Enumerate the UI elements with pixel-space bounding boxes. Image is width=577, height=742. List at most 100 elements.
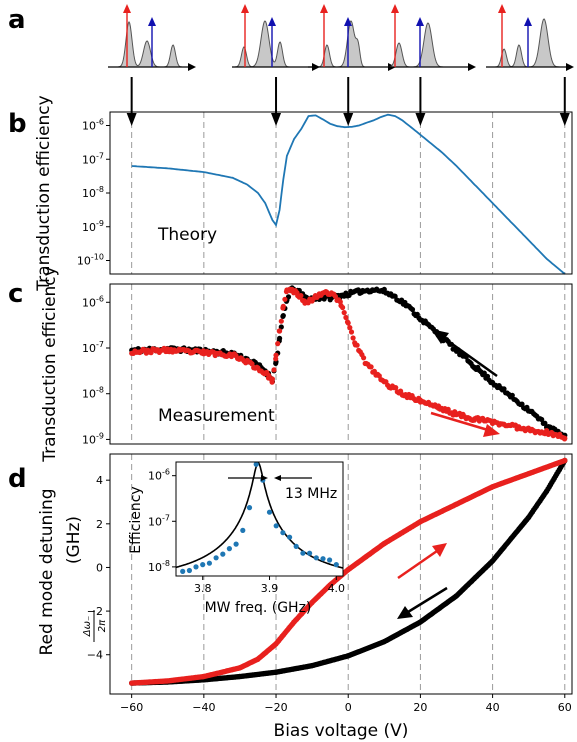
inset-point xyxy=(206,560,212,566)
panel-b-ylabel: Transduction efficiency xyxy=(34,95,54,291)
down-arrowhead xyxy=(559,113,570,126)
inset-point xyxy=(213,555,219,561)
inset-xtick-label: 3.9 xyxy=(261,582,279,595)
data-point xyxy=(350,335,356,341)
inset-point xyxy=(280,530,286,536)
blue-mode-arrowhead xyxy=(344,17,352,26)
ytick-label: 10-8 xyxy=(82,185,104,200)
inset-point xyxy=(320,556,326,562)
data-point xyxy=(277,335,283,341)
inset-ylabel: Efficiency xyxy=(128,486,144,553)
ytick-label: −2 xyxy=(87,605,103,618)
inset-point xyxy=(193,564,199,570)
up-sweep-arrowhead xyxy=(432,543,447,557)
blue-mode-arrowhead xyxy=(416,17,424,26)
data-point xyxy=(271,367,277,373)
xtick-label: −60 xyxy=(120,701,143,714)
sweep-arrowhead-down xyxy=(431,329,449,344)
spectrum-shape xyxy=(387,22,466,68)
data-point xyxy=(332,293,338,300)
panel-letter-b: b xyxy=(8,109,27,139)
red-mode-arrowhead xyxy=(498,4,506,13)
measurement-red-series xyxy=(129,286,568,442)
xtick-label: 40 xyxy=(486,701,500,714)
sweep-arrow-up xyxy=(430,411,489,432)
ytick-label: 10-7 xyxy=(82,151,104,166)
red-mode-arrowhead xyxy=(391,4,399,13)
panel-c-measurement-chart: 10-9 10-8 10-7 10-6 Measurement Transductio… xyxy=(40,266,573,463)
inset-point xyxy=(220,551,226,557)
data-point xyxy=(275,341,281,347)
panel-letter-d: d xyxy=(8,464,27,494)
panel-b-theory-chart: 10-10 10-9 10-8 10-7 10-6 Theory Transductio… xyxy=(34,95,573,292)
spectrum-to-voltage-arrows xyxy=(126,77,570,126)
data-point xyxy=(278,318,284,324)
panel-d-xlabel: Bias voltage (V) xyxy=(274,721,409,741)
panel-letter-a: a xyxy=(8,5,26,35)
data-point xyxy=(393,385,399,391)
data-point xyxy=(347,325,353,331)
xtick-label: 60 xyxy=(558,701,572,714)
down-arrowhead xyxy=(343,113,354,126)
xtick-label: 0 xyxy=(345,701,352,714)
data-point xyxy=(345,320,351,326)
spectrum-shape xyxy=(486,18,564,68)
spectrum-shape xyxy=(308,20,386,68)
svg-text:Δω₋: Δω₋ xyxy=(82,616,93,638)
panel-d-inset: 10-8 10-7 10-6 3.8 3.9 4.0 MW freq. (GHz) Ef… xyxy=(128,461,346,616)
panel-letter-c: c xyxy=(8,279,23,309)
inset-point xyxy=(180,568,186,575)
theory-label: Theory xyxy=(157,225,217,245)
data-point xyxy=(278,324,284,330)
inset-point xyxy=(307,550,313,556)
xtick-label: −40 xyxy=(192,701,215,714)
inset-data-points xyxy=(180,461,339,575)
ytick-label: 10-10 xyxy=(77,253,104,268)
inset-point xyxy=(246,505,253,511)
inset-ytick-label: 10-7 xyxy=(148,513,170,528)
data-point xyxy=(539,416,545,423)
inset-point xyxy=(253,461,259,467)
spectrum-axis-arrowhead xyxy=(188,63,196,71)
inset-ytick-label: 10-8 xyxy=(148,559,170,574)
spectrum-shape xyxy=(232,20,310,68)
linewidth-label: 13 MHz xyxy=(285,486,337,502)
inset-point xyxy=(266,509,273,515)
panel-a-spectra xyxy=(108,4,574,71)
inset-xtick-label: 4.0 xyxy=(328,582,346,595)
data-point xyxy=(280,313,286,319)
detuning-fraction-symbol: Δω₋ 2π xyxy=(82,610,108,642)
ytick-label: 10-6 xyxy=(82,118,104,133)
ytick-label: 4 xyxy=(96,474,103,487)
inset-point xyxy=(240,527,246,534)
red-mode-arrowhead xyxy=(241,4,249,13)
panel-d-ylabel: Red mode detuning xyxy=(37,488,57,655)
ytick-label: 10-9 xyxy=(82,431,104,446)
spectrum-shape xyxy=(108,21,186,68)
inset-point xyxy=(186,567,192,574)
data-point xyxy=(340,304,346,311)
ytick-label: 10-8 xyxy=(82,386,104,401)
data-point xyxy=(277,328,283,334)
xtick-label: −20 xyxy=(264,701,287,714)
down-arrowhead xyxy=(126,113,137,126)
down-sweep-arrow xyxy=(407,586,448,614)
blue-mode-arrowhead xyxy=(268,17,276,26)
data-point xyxy=(481,370,487,376)
inset-point xyxy=(233,541,239,547)
data-point xyxy=(249,361,255,367)
inset-xlabel: MW freq. (GHz) xyxy=(205,600,312,616)
data-point xyxy=(368,364,374,370)
blue-mode-arrowhead xyxy=(524,17,532,26)
inset-point xyxy=(300,550,306,556)
down-arrowhead xyxy=(271,113,282,126)
down-arrowhead xyxy=(415,113,426,126)
data-point xyxy=(282,296,288,302)
xtick-label: 20 xyxy=(413,701,427,714)
panel-d-ylabel-unit: (GHz) xyxy=(64,516,84,564)
inset-point xyxy=(287,534,293,540)
up-sweep-arrow xyxy=(397,549,438,580)
sweep-arrow-down xyxy=(440,334,498,378)
data-point xyxy=(354,342,360,348)
